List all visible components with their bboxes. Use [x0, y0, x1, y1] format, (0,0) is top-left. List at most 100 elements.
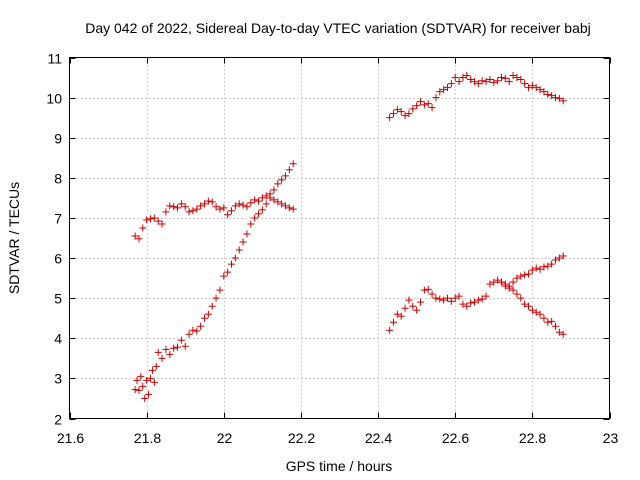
data-point — [243, 203, 251, 211]
data-point — [255, 210, 262, 218]
data-point — [440, 296, 448, 304]
data-point — [474, 80, 482, 88]
data-point — [451, 74, 459, 82]
data-point — [255, 197, 262, 205]
y-axis-label: SDTVAR / TECUs — [6, 182, 22, 294]
data-point — [447, 80, 455, 88]
data-point — [525, 270, 532, 278]
data-point — [501, 74, 509, 82]
data-point — [239, 238, 247, 246]
x-tick-label: 23 — [603, 430, 619, 446]
data-point — [220, 272, 228, 280]
data-point — [386, 114, 394, 122]
data-point — [555, 94, 563, 102]
x-tick-label: 21.6 — [57, 430, 84, 446]
data-point — [143, 216, 151, 224]
data-point — [251, 196, 259, 204]
data-point — [193, 205, 201, 213]
data-point — [224, 268, 232, 276]
data-point — [424, 100, 432, 108]
data-point — [501, 280, 509, 288]
data-point — [424, 285, 432, 293]
data-point — [154, 348, 162, 356]
data-point — [162, 346, 170, 354]
data-point — [482, 292, 490, 300]
data-point — [540, 263, 548, 271]
data-point — [390, 318, 397, 326]
data-point — [174, 343, 181, 351]
data-point — [440, 86, 448, 94]
data-point — [158, 220, 166, 228]
y-tick-label: 8 — [54, 171, 62, 187]
data-point — [228, 207, 235, 215]
data-point — [193, 327, 201, 335]
data-point — [201, 200, 208, 208]
x-tick-label: 22.6 — [442, 430, 469, 446]
data-point — [282, 202, 289, 210]
series-track-upper-right — [386, 72, 567, 122]
data-point — [471, 298, 478, 306]
data-point — [490, 278, 498, 286]
data-point — [289, 205, 297, 213]
data-point — [270, 186, 278, 194]
data-points — [131, 72, 567, 402]
data-point — [432, 294, 440, 302]
data-point — [540, 88, 548, 96]
data-point — [212, 203, 220, 211]
data-point — [498, 278, 505, 286]
data-point — [181, 342, 189, 350]
data-point — [532, 84, 540, 92]
data-point — [478, 77, 486, 85]
series-track-lower-right-b — [498, 278, 567, 338]
data-point — [235, 246, 243, 254]
data-point — [513, 290, 521, 298]
data-point — [189, 207, 197, 215]
data-point — [525, 84, 532, 92]
x-tick-label: 22.2 — [288, 430, 315, 446]
data-point — [444, 84, 451, 92]
data-point — [152, 362, 160, 370]
x-axis-tick-labels: 21.6 21.8 22 22.2 22.4 22.6 22.8 23 — [57, 430, 619, 446]
x-tick-label: 22.4 — [365, 430, 392, 446]
data-point — [208, 198, 216, 206]
data-point — [386, 326, 394, 334]
data-point — [405, 296, 413, 304]
data-point — [525, 302, 532, 310]
data-point — [289, 160, 297, 168]
y-tick-label: 2 — [54, 412, 62, 428]
data-point — [428, 290, 436, 298]
data-point — [409, 302, 417, 310]
data-point — [131, 386, 139, 394]
data-point — [498, 74, 505, 82]
data-point — [552, 256, 559, 264]
data-point — [447, 297, 455, 305]
data-point — [490, 78, 498, 86]
data-point — [181, 203, 189, 211]
data-point — [451, 294, 459, 302]
data-point — [143, 376, 151, 384]
data-point — [243, 230, 251, 238]
data-point — [552, 322, 559, 330]
data-point — [463, 302, 471, 310]
data-point — [401, 112, 409, 120]
data-point — [467, 299, 475, 307]
data-point — [444, 294, 451, 302]
data-point — [141, 394, 149, 402]
y-tick-label: 11 — [47, 51, 62, 67]
data-point — [247, 220, 255, 228]
x-tick-label: 22.8 — [519, 430, 546, 446]
data-point — [274, 180, 282, 188]
plot-frame — [69, 57, 610, 419]
data-point — [532, 264, 540, 272]
data-point — [239, 201, 247, 209]
series-track-rising-left — [131, 160, 297, 402]
data-point — [177, 200, 185, 208]
data-point — [559, 330, 567, 338]
data-point — [220, 204, 228, 212]
data-point — [559, 97, 567, 105]
data-point — [131, 232, 139, 240]
data-point — [552, 94, 559, 102]
data-point — [150, 378, 158, 386]
data-point — [258, 194, 266, 202]
